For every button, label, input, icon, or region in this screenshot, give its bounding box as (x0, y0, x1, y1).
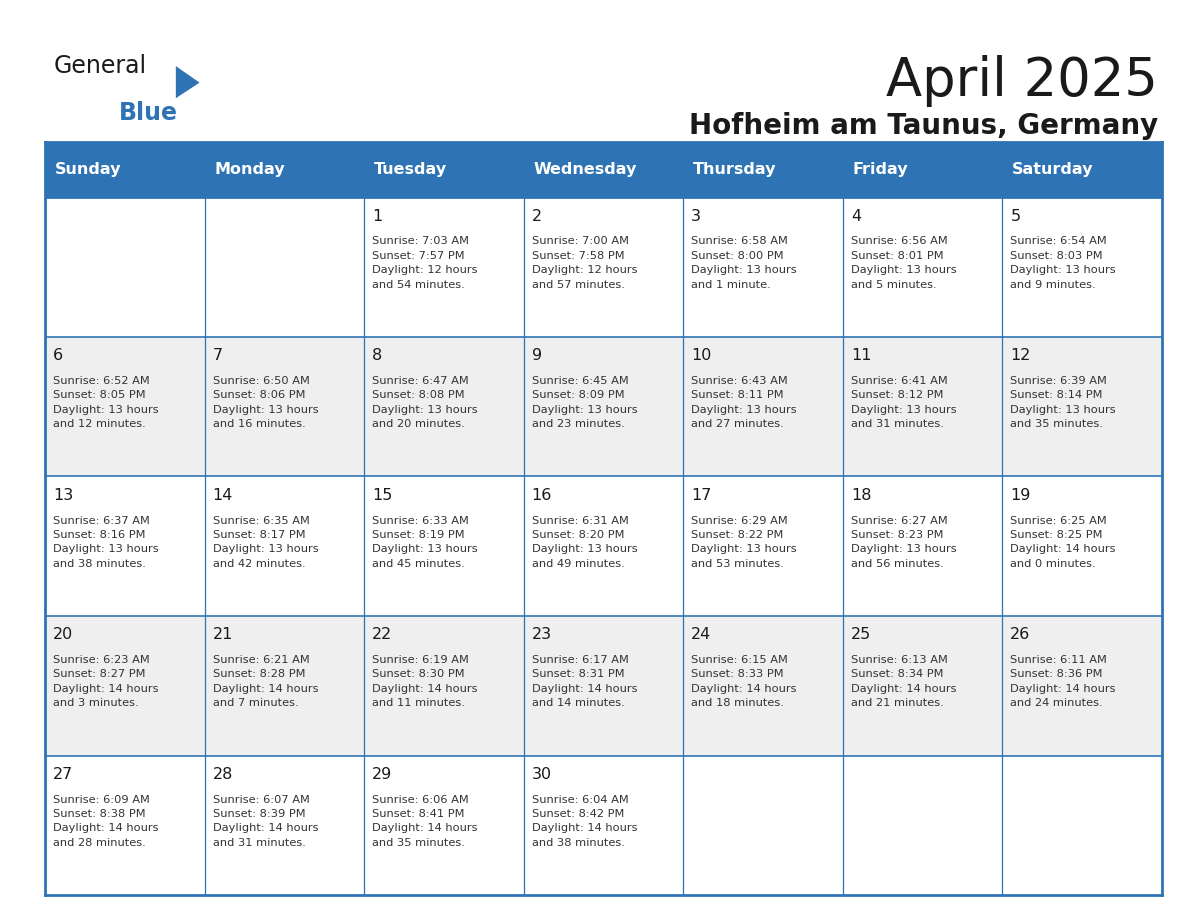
Text: Thursday: Thursday (693, 162, 776, 177)
Text: Saturday: Saturday (1012, 162, 1093, 177)
Text: Blue: Blue (119, 101, 178, 125)
Text: Sunrise: 6:04 AM
Sunset: 8:42 PM
Daylight: 14 hours
and 38 minutes.: Sunrise: 6:04 AM Sunset: 8:42 PM Dayligh… (532, 795, 637, 848)
Text: April 2025: April 2025 (886, 55, 1158, 107)
Text: 9: 9 (532, 348, 542, 363)
Text: 27: 27 (53, 767, 74, 781)
Text: Sunrise: 6:39 AM
Sunset: 8:14 PM
Daylight: 13 hours
and 35 minutes.: Sunrise: 6:39 AM Sunset: 8:14 PM Dayligh… (1010, 376, 1116, 430)
Text: Sunrise: 6:43 AM
Sunset: 8:11 PM
Daylight: 13 hours
and 27 minutes.: Sunrise: 6:43 AM Sunset: 8:11 PM Dayligh… (691, 376, 797, 430)
Text: 30: 30 (532, 767, 552, 781)
Text: 5: 5 (1010, 208, 1020, 223)
Text: Sunrise: 6:52 AM
Sunset: 8:05 PM
Daylight: 13 hours
and 12 minutes.: Sunrise: 6:52 AM Sunset: 8:05 PM Dayligh… (53, 376, 159, 430)
Text: Sunrise: 6:45 AM
Sunset: 8:09 PM
Daylight: 13 hours
and 23 minutes.: Sunrise: 6:45 AM Sunset: 8:09 PM Dayligh… (532, 376, 637, 430)
Text: 4: 4 (851, 208, 861, 223)
Text: 13: 13 (53, 487, 74, 502)
Text: Wednesday: Wednesday (533, 162, 637, 177)
Text: 21: 21 (213, 627, 233, 642)
Text: Sunrise: 6:21 AM
Sunset: 8:28 PM
Daylight: 14 hours
and 7 minutes.: Sunrise: 6:21 AM Sunset: 8:28 PM Dayligh… (213, 655, 318, 709)
Text: 11: 11 (851, 348, 871, 363)
Text: 20: 20 (53, 627, 74, 642)
Text: Sunrise: 6:09 AM
Sunset: 8:38 PM
Daylight: 14 hours
and 28 minutes.: Sunrise: 6:09 AM Sunset: 8:38 PM Dayligh… (53, 795, 159, 848)
Text: 7: 7 (213, 348, 223, 363)
Text: Sunrise: 6:07 AM
Sunset: 8:39 PM
Daylight: 14 hours
and 31 minutes.: Sunrise: 6:07 AM Sunset: 8:39 PM Dayligh… (213, 795, 318, 848)
Text: 25: 25 (851, 627, 871, 642)
Text: 15: 15 (372, 487, 392, 502)
Text: Sunrise: 6:56 AM
Sunset: 8:01 PM
Daylight: 13 hours
and 5 minutes.: Sunrise: 6:56 AM Sunset: 8:01 PM Dayligh… (851, 237, 956, 290)
Text: Sunrise: 6:13 AM
Sunset: 8:34 PM
Daylight: 14 hours
and 21 minutes.: Sunrise: 6:13 AM Sunset: 8:34 PM Dayligh… (851, 655, 956, 709)
Text: Sunrise: 6:31 AM
Sunset: 8:20 PM
Daylight: 13 hours
and 49 minutes.: Sunrise: 6:31 AM Sunset: 8:20 PM Dayligh… (532, 516, 637, 569)
Text: Sunrise: 6:29 AM
Sunset: 8:22 PM
Daylight: 13 hours
and 53 minutes.: Sunrise: 6:29 AM Sunset: 8:22 PM Dayligh… (691, 516, 797, 569)
Text: 2: 2 (532, 208, 542, 223)
Text: Hofheim am Taunus, Germany: Hofheim am Taunus, Germany (689, 112, 1158, 140)
Text: General: General (53, 54, 146, 78)
Text: 24: 24 (691, 627, 712, 642)
Text: Sunrise: 7:03 AM
Sunset: 7:57 PM
Daylight: 12 hours
and 54 minutes.: Sunrise: 7:03 AM Sunset: 7:57 PM Dayligh… (372, 237, 478, 290)
Text: 8: 8 (372, 348, 383, 363)
Text: 14: 14 (213, 487, 233, 502)
Text: Monday: Monday (214, 162, 285, 177)
Text: Sunrise: 6:50 AM
Sunset: 8:06 PM
Daylight: 13 hours
and 16 minutes.: Sunrise: 6:50 AM Sunset: 8:06 PM Dayligh… (213, 376, 318, 430)
Text: Sunrise: 6:27 AM
Sunset: 8:23 PM
Daylight: 13 hours
and 56 minutes.: Sunrise: 6:27 AM Sunset: 8:23 PM Dayligh… (851, 516, 956, 569)
Text: Sunrise: 6:11 AM
Sunset: 8:36 PM
Daylight: 14 hours
and 24 minutes.: Sunrise: 6:11 AM Sunset: 8:36 PM Dayligh… (1010, 655, 1116, 709)
Text: Sunrise: 6:58 AM
Sunset: 8:00 PM
Daylight: 13 hours
and 1 minute.: Sunrise: 6:58 AM Sunset: 8:00 PM Dayligh… (691, 237, 797, 290)
Text: 1: 1 (372, 208, 383, 223)
Text: 29: 29 (372, 767, 392, 781)
Text: 12: 12 (1010, 348, 1031, 363)
Text: Sunrise: 7:00 AM
Sunset: 7:58 PM
Daylight: 12 hours
and 57 minutes.: Sunrise: 7:00 AM Sunset: 7:58 PM Dayligh… (532, 237, 637, 290)
Text: 19: 19 (1010, 487, 1031, 502)
Text: Sunrise: 6:33 AM
Sunset: 8:19 PM
Daylight: 13 hours
and 45 minutes.: Sunrise: 6:33 AM Sunset: 8:19 PM Dayligh… (372, 516, 478, 569)
Text: 23: 23 (532, 627, 552, 642)
Text: Sunrise: 6:17 AM
Sunset: 8:31 PM
Daylight: 14 hours
and 14 minutes.: Sunrise: 6:17 AM Sunset: 8:31 PM Dayligh… (532, 655, 637, 709)
Text: Friday: Friday (852, 162, 908, 177)
Text: Sunrise: 6:47 AM
Sunset: 8:08 PM
Daylight: 13 hours
and 20 minutes.: Sunrise: 6:47 AM Sunset: 8:08 PM Dayligh… (372, 376, 478, 430)
Text: 22: 22 (372, 627, 392, 642)
Text: 10: 10 (691, 348, 712, 363)
Text: Sunday: Sunday (55, 162, 121, 177)
Text: Sunrise: 6:15 AM
Sunset: 8:33 PM
Daylight: 14 hours
and 18 minutes.: Sunrise: 6:15 AM Sunset: 8:33 PM Dayligh… (691, 655, 797, 709)
Text: 16: 16 (532, 487, 552, 502)
Text: Sunrise: 6:25 AM
Sunset: 8:25 PM
Daylight: 14 hours
and 0 minutes.: Sunrise: 6:25 AM Sunset: 8:25 PM Dayligh… (1010, 516, 1116, 569)
Text: 6: 6 (53, 348, 63, 363)
Text: Sunrise: 6:41 AM
Sunset: 8:12 PM
Daylight: 13 hours
and 31 minutes.: Sunrise: 6:41 AM Sunset: 8:12 PM Dayligh… (851, 376, 956, 430)
Text: Sunrise: 6:23 AM
Sunset: 8:27 PM
Daylight: 14 hours
and 3 minutes.: Sunrise: 6:23 AM Sunset: 8:27 PM Dayligh… (53, 655, 159, 709)
Text: Sunrise: 6:19 AM
Sunset: 8:30 PM
Daylight: 14 hours
and 11 minutes.: Sunrise: 6:19 AM Sunset: 8:30 PM Dayligh… (372, 655, 478, 709)
Text: Sunrise: 6:37 AM
Sunset: 8:16 PM
Daylight: 13 hours
and 38 minutes.: Sunrise: 6:37 AM Sunset: 8:16 PM Dayligh… (53, 516, 159, 569)
Text: Sunrise: 6:54 AM
Sunset: 8:03 PM
Daylight: 13 hours
and 9 minutes.: Sunrise: 6:54 AM Sunset: 8:03 PM Dayligh… (1010, 237, 1116, 290)
Text: 26: 26 (1010, 627, 1030, 642)
Text: 18: 18 (851, 487, 871, 502)
Text: Tuesday: Tuesday (374, 162, 447, 177)
Text: 3: 3 (691, 208, 701, 223)
Text: Sunrise: 6:35 AM
Sunset: 8:17 PM
Daylight: 13 hours
and 42 minutes.: Sunrise: 6:35 AM Sunset: 8:17 PM Dayligh… (213, 516, 318, 569)
Text: Sunrise: 6:06 AM
Sunset: 8:41 PM
Daylight: 14 hours
and 35 minutes.: Sunrise: 6:06 AM Sunset: 8:41 PM Dayligh… (372, 795, 478, 848)
Text: 28: 28 (213, 767, 233, 781)
Text: 17: 17 (691, 487, 712, 502)
